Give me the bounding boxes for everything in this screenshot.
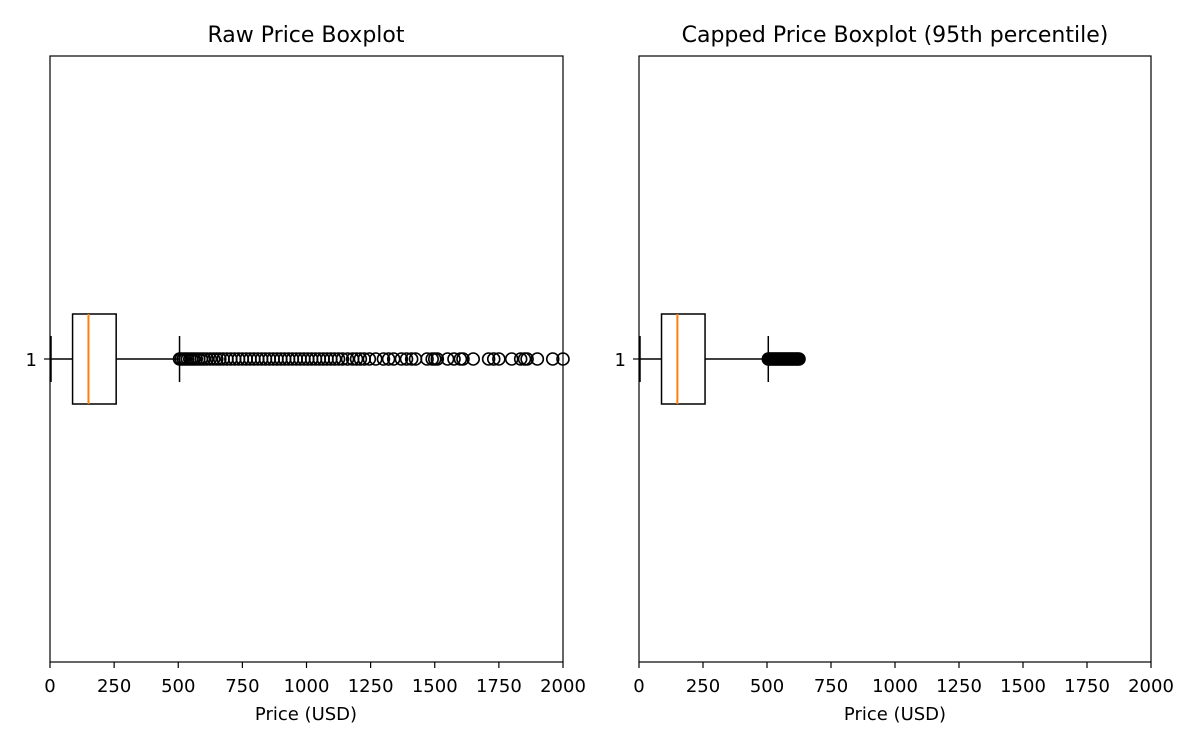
outlier-point bbox=[353, 352, 368, 366]
outlier-point bbox=[556, 352, 570, 366]
outlier-point bbox=[213, 352, 227, 366]
outlier-point bbox=[200, 352, 214, 366]
outlier-point bbox=[368, 352, 383, 366]
outlier-point bbox=[376, 352, 391, 366]
x-tick-label: 2000 bbox=[540, 676, 586, 697]
outlier-point bbox=[513, 352, 528, 366]
raw-price-boxplot-panel: Raw Price Boxplot Price (USD) 0 250 500 750… bbox=[26, 23, 586, 725]
outlier-point bbox=[466, 352, 481, 366]
outlier-point bbox=[486, 352, 501, 366]
outlier-point bbox=[545, 352, 560, 366]
outlier-point bbox=[394, 352, 409, 366]
outlier-point bbox=[504, 352, 519, 366]
outlier-point bbox=[456, 352, 470, 366]
outlier-point bbox=[349, 352, 364, 366]
x-tick-label: 1000 bbox=[872, 676, 918, 697]
iqr-box bbox=[71, 313, 117, 405]
y-tick-label: 1 bbox=[26, 350, 37, 371]
outlier-point bbox=[430, 352, 445, 366]
outlier-point bbox=[492, 352, 506, 366]
outlier-point bbox=[340, 352, 355, 366]
chart-title: Raw Price Boxplot bbox=[208, 23, 405, 48]
outlier-point bbox=[335, 352, 350, 366]
outlier-point bbox=[331, 352, 346, 366]
y-tick-label: 1 bbox=[615, 350, 626, 371]
outlier-point bbox=[404, 352, 419, 366]
x-tick-label: 750 bbox=[225, 676, 259, 697]
x-tick-label: 250 bbox=[686, 676, 720, 697]
iqr-box bbox=[660, 313, 706, 405]
x-axis-label: Price (USD) bbox=[844, 704, 946, 725]
outlier-point bbox=[792, 352, 806, 366]
x-tick-label: 750 bbox=[814, 676, 848, 697]
x-tick-label: 1500 bbox=[1000, 676, 1046, 697]
x-tick-label: 0 bbox=[44, 676, 55, 697]
x-tick-label: 500 bbox=[161, 676, 195, 697]
outlier-point bbox=[530, 352, 545, 366]
outlier-point bbox=[399, 352, 414, 366]
outlier-point bbox=[386, 352, 401, 366]
x-tick-label: 1250 bbox=[936, 676, 982, 697]
outlier-point bbox=[420, 352, 434, 366]
x-axis-label: Price (USD) bbox=[255, 704, 357, 725]
x-tick-label: 1750 bbox=[476, 676, 522, 697]
x-tick-label: 1000 bbox=[284, 676, 330, 697]
x-tick-label: 250 bbox=[97, 676, 131, 697]
outlier-point bbox=[520, 352, 534, 366]
x-tick-label: 0 bbox=[633, 676, 644, 697]
outlier-point bbox=[362, 352, 377, 366]
x-tick-label: 1250 bbox=[348, 676, 394, 697]
outlier-point bbox=[481, 352, 496, 366]
outlier-point bbox=[327, 352, 342, 366]
x-tick-label: 2000 bbox=[1128, 676, 1174, 697]
x-tick-label: 1750 bbox=[1064, 676, 1110, 697]
x-tick-label: 500 bbox=[750, 676, 784, 697]
outlier-point bbox=[203, 352, 218, 366]
outlier-point bbox=[440, 352, 455, 366]
x-tick-label: 1500 bbox=[412, 676, 458, 697]
outlier-point bbox=[447, 352, 461, 366]
chart-title: Capped Price Boxplot (95th percentile) bbox=[682, 23, 1109, 48]
outlier-point bbox=[381, 352, 396, 366]
capped-price-boxplot-panel: Capped Price Boxplot (95th percentile) P… bbox=[615, 23, 1174, 725]
